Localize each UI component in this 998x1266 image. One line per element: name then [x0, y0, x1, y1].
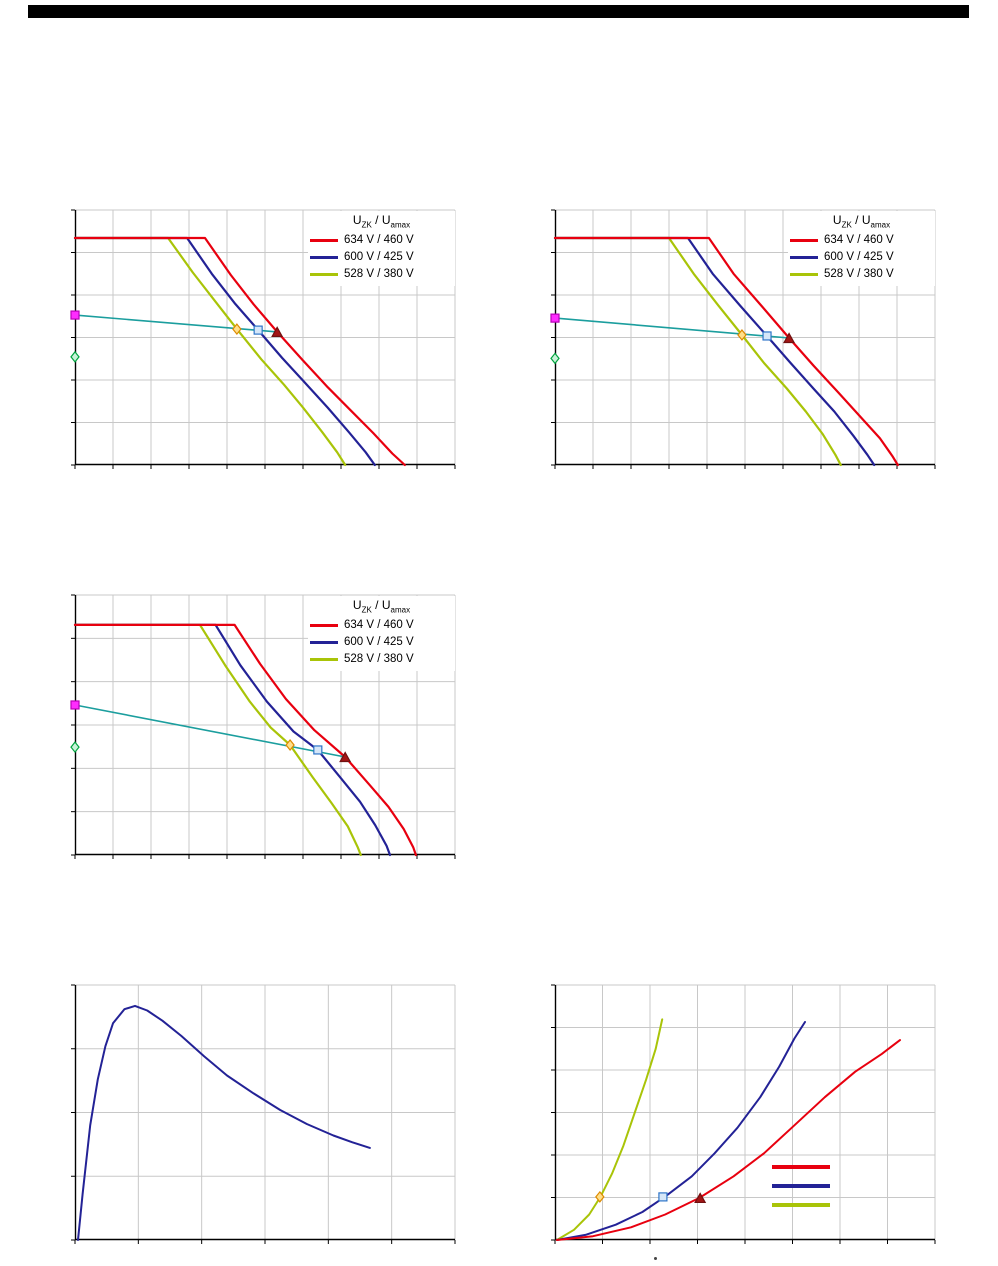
legend-entry-600v: 600 V / 425 V: [310, 251, 453, 263]
marker-blue-square: [658, 1192, 668, 1202]
legend-label: 600 V / 425 V: [344, 251, 414, 264]
marker-green-diamond: [70, 350, 80, 363]
marker-green-diamond: [70, 741, 80, 754]
legend-line-green: [790, 272, 818, 277]
legend-label: 528 V / 380 V: [824, 268, 894, 281]
series-528-v-380-v: [553, 236, 842, 467]
legend-entry-528v: 528 V / 380 V: [310, 653, 453, 665]
chart-single-curve: [71, 984, 456, 1244]
series-load-line: [74, 704, 347, 758]
marker-red-triangle: [271, 326, 284, 337]
chart-rising-curves: [551, 984, 936, 1244]
legend-title: UZK / Uamax: [832, 213, 891, 230]
legend-label: 634 V / 460 V: [824, 234, 894, 247]
legend-label: 600 V / 425 V: [344, 636, 414, 649]
marker-magenta-square: [70, 700, 80, 710]
marker-red-triangle: [694, 1192, 707, 1204]
legend-entry-600v: 600 V / 425 V: [790, 251, 933, 263]
legend-label: 634 V / 460 V: [344, 234, 414, 247]
series-600-v-425-v: [555, 1021, 806, 1241]
marker-blue-square: [253, 325, 263, 335]
marker-red-triangle: [339, 751, 352, 763]
marker-red-triangle: [783, 332, 796, 344]
series-634-v-460-v: [553, 236, 899, 467]
legend-line-blue: [310, 640, 338, 645]
marker-blue-square: [762, 331, 772, 341]
legend-line-green: [772, 1203, 830, 1207]
legend-line-red: [310, 238, 338, 243]
series-600-v-425-v: [73, 236, 376, 467]
marker-magenta-square: [550, 313, 560, 323]
legend-label: 528 V / 380 V: [344, 653, 414, 666]
marker-orange-diamond: [737, 328, 747, 341]
legend-line-red: [772, 1165, 830, 1169]
header-bar: [28, 5, 969, 18]
legend-label: 528 V / 380 V: [344, 268, 414, 281]
legend-entry-528v: 528 V / 380 V: [310, 268, 453, 280]
legend-line-red: [790, 238, 818, 243]
legend-entry-634v: 634 V / 460 V: [790, 234, 933, 246]
legend-title: UZK / Uamax: [352, 598, 411, 615]
marker-orange-diamond: [232, 323, 242, 336]
series-634-v-460-v: [73, 236, 406, 467]
legend-entry-600v: 600 V / 425 V: [310, 636, 453, 648]
marker-green-diamond: [550, 352, 560, 365]
series-528-v-380-v: [555, 1018, 664, 1241]
legend-line-blue: [772, 1184, 830, 1188]
legend-line-green: [310, 657, 338, 662]
series-634-v-460-v: [555, 1039, 901, 1241]
chart-voltage-limit-3: UZK / Uamax 634 V / 460 V 600 V / 425 V …: [70, 594, 456, 859]
chart-voltage-limit-1: UZK / Uamax 634 V / 460 V 600 V / 425 V …: [70, 209, 456, 469]
legend-line-green: [310, 272, 338, 277]
legend-entry-634v: 634 V / 460 V: [310, 234, 453, 246]
chart-canvas-bottom_right: [551, 984, 936, 1244]
marker-blue-square: [313, 745, 323, 755]
legend-line-blue: [310, 255, 338, 260]
chart-legend: UZK / Uamax 634 V / 460 V 600 V / 425 V …: [788, 211, 935, 287]
marker-magenta-square: [70, 310, 80, 320]
footer-dot: [654, 1257, 657, 1260]
series-600-v-425-v: [553, 236, 876, 467]
series-528-v-380-v: [73, 236, 347, 467]
chart-legend: UZK / Uamax 634 V / 460 V 600 V / 425 V …: [308, 596, 455, 672]
legend-entry-634v: 634 V / 460 V: [310, 619, 453, 631]
marker-orange-diamond: [595, 1190, 605, 1203]
chart-voltage-limit-2: UZK / Uamax 634 V / 460 V 600 V / 425 V …: [550, 209, 936, 469]
series-load-line: [74, 314, 278, 333]
series-curve: [77, 1004, 371, 1241]
chart-canvas-middle_left: [70, 594, 456, 859]
chart-canvas-bottom_left: [71, 984, 456, 1244]
legend-label: 634 V / 460 V: [344, 619, 414, 632]
series-load-line: [554, 317, 790, 339]
legend-title: UZK / Uamax: [352, 213, 411, 230]
chart-canvas-top_right: [550, 209, 936, 469]
chart-legend: UZK / Uamax 634 V / 460 V 600 V / 425 V …: [308, 211, 455, 287]
legend-line-red: [310, 623, 338, 628]
chart-mini-legend: [772, 1165, 830, 1207]
legend-entry-528v: 528 V / 380 V: [790, 268, 933, 280]
legend-line-blue: [790, 255, 818, 260]
chart-canvas-top_left: [70, 209, 456, 469]
marker-orange-diamond: [285, 739, 295, 751]
legend-label: 600 V / 425 V: [824, 251, 894, 264]
